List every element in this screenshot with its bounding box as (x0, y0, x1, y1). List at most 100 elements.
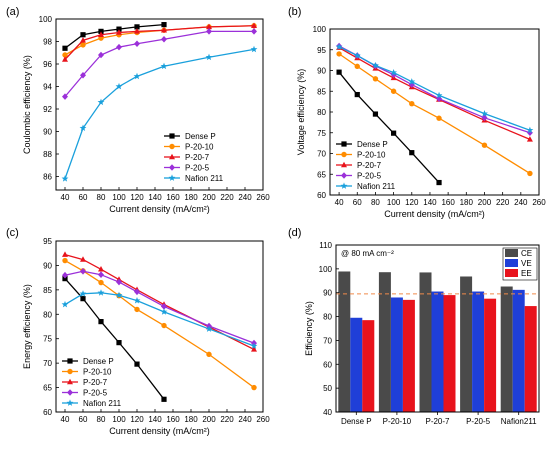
series-line-0 (338, 71, 440, 183)
data-point (62, 251, 68, 257)
y-tick-label: 80 (317, 108, 326, 117)
data-point (133, 72, 141, 80)
x-tick-label: P-20-10 (383, 417, 412, 426)
data-point (205, 325, 213, 332)
data-point (79, 124, 87, 132)
data-point (80, 267, 86, 275)
x-tick-label: 260 (256, 415, 270, 424)
x-tick-label: 100 (112, 193, 126, 202)
data-point (160, 308, 168, 315)
y-tick-label: 90 (323, 289, 332, 298)
data-point (372, 111, 379, 117)
x-tick-label: Nafion211 (501, 417, 537, 426)
x-tick-label: 140 (423, 198, 437, 207)
y-tick-label: 65 (317, 170, 326, 179)
y-tick-label: 75 (43, 335, 52, 344)
bar-ve (350, 317, 363, 412)
bar-ve (472, 291, 485, 412)
legend-marker (341, 151, 347, 158)
data-point (250, 45, 258, 53)
data-point (206, 351, 212, 358)
y-tick-label: 70 (43, 359, 52, 368)
series-line-2 (64, 25, 255, 60)
y-tick-label: 60 (43, 408, 52, 417)
data-point (390, 88, 397, 94)
data-point (206, 23, 212, 30)
data-point (354, 63, 360, 70)
data-point (62, 257, 68, 264)
data-point (80, 32, 86, 38)
y-axis-label: Voltage efficiency (%) (296, 69, 306, 155)
data-point (116, 29, 122, 35)
bar-ce (378, 272, 391, 412)
x-tick-label: 80 (97, 415, 106, 424)
x-tick-label: 180 (460, 198, 474, 207)
x-tick-label: 100 (112, 415, 126, 424)
y-tick-label: 40 (323, 408, 332, 417)
series-line-2 (338, 47, 531, 140)
data-point (206, 28, 212, 35)
x-tick-label: 240 (238, 193, 252, 202)
data-point (116, 340, 122, 346)
data-point (62, 271, 68, 279)
series-line-1 (338, 53, 531, 174)
x-tick-label: 140 (148, 193, 162, 202)
data-point (161, 303, 167, 310)
data-point (98, 28, 104, 34)
y-tick-label: 85 (43, 286, 52, 295)
legend-marker (67, 358, 73, 364)
data-point (161, 322, 167, 329)
bar-ve (512, 289, 525, 412)
data-point (250, 342, 258, 349)
panel-1: (b) 40 60 80 100 120 140 160 180 200 220 240 260 60 65… (288, 6, 546, 219)
x-axis-label: Current density (mA/cm²) (384, 209, 485, 219)
data-point (134, 28, 140, 34)
series-line-4 (64, 292, 255, 347)
legend-entry: P-20-7 (83, 378, 108, 387)
x-tick-label: 120 (405, 198, 419, 207)
data-point (62, 276, 68, 282)
data-point (409, 101, 415, 107)
data-point (134, 306, 140, 313)
x-tick-label: 40 (61, 193, 70, 202)
y-tick-label: 92 (43, 105, 52, 114)
data-point (354, 91, 360, 98)
data-point (116, 26, 122, 32)
data-point (133, 297, 141, 304)
data-point (61, 175, 69, 182)
x-tick-label: 80 (371, 198, 380, 207)
legend-entry: P-20-10 (357, 151, 386, 160)
data-point (62, 56, 68, 62)
legend-marker (169, 133, 175, 139)
legend-entry: P-20-7 (357, 161, 382, 170)
bar-ee (484, 298, 497, 412)
x-tick-label: 40 (335, 198, 344, 207)
data-point (62, 93, 68, 100)
legend-entry: P-20-10 (83, 368, 112, 377)
x-tick-label: 60 (79, 415, 88, 424)
data-point (436, 179, 442, 186)
data-point (80, 296, 86, 302)
data-point (408, 78, 416, 85)
x-tick-label: 160 (441, 198, 455, 207)
data-point (80, 256, 86, 262)
x-tick-label: 240 (238, 415, 252, 424)
data-point (526, 136, 533, 142)
data-point (98, 279, 104, 286)
y-tick-label: 88 (43, 150, 52, 159)
y-tick-label: 100 (39, 15, 53, 24)
data-point (335, 43, 343, 50)
panel-label: (c) (6, 227, 19, 239)
data-point (79, 290, 87, 297)
x-axis-label: Current density (mA/cm²) (109, 426, 210, 436)
series-line-3 (64, 30, 254, 98)
x-tick-label: 200 (202, 415, 216, 424)
y-axis-label: Energy efficiency (%) (22, 284, 32, 369)
data-point (98, 271, 104, 279)
legend-marker (67, 368, 73, 375)
data-point (134, 24, 140, 30)
panel-label: (d) (288, 227, 301, 239)
data-point (336, 69, 342, 75)
y-tick-label: 75 (317, 129, 326, 138)
